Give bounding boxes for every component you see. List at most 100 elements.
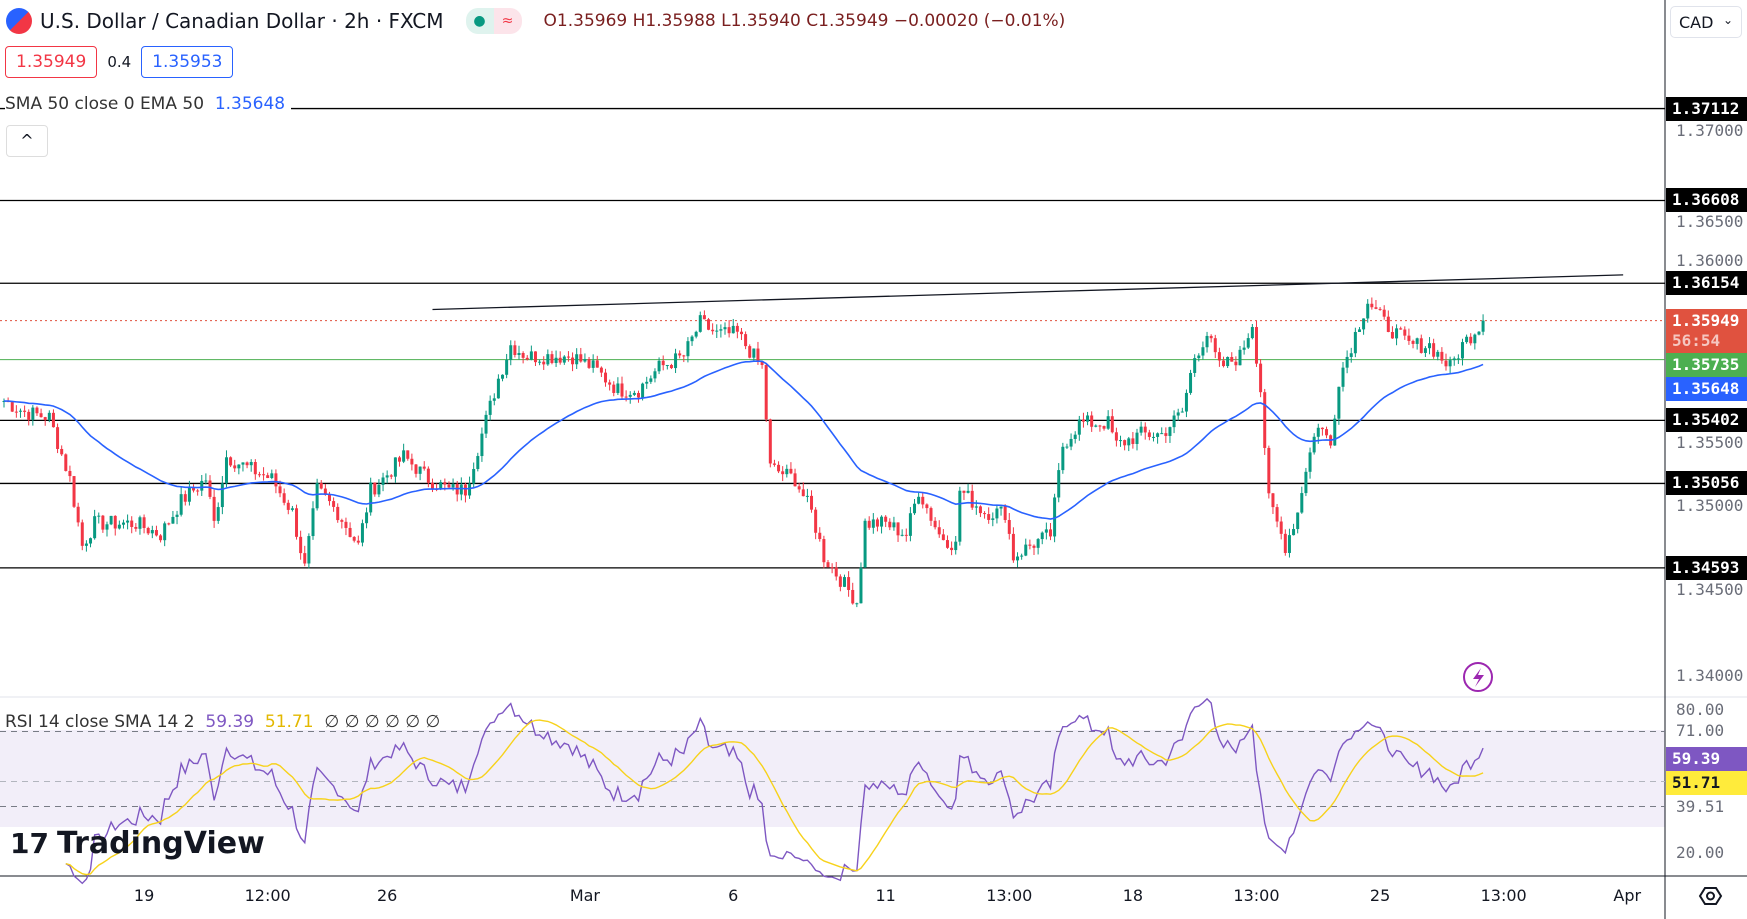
candle-body <box>739 331 743 335</box>
candle-body <box>47 412 51 421</box>
candle-body <box>1090 415 1094 427</box>
candle-body <box>707 319 711 330</box>
candle-body <box>31 407 35 420</box>
candle-body <box>80 522 84 546</box>
candle-body <box>154 530 158 536</box>
candle-body <box>1193 358 1197 373</box>
candle-body <box>970 490 974 508</box>
candle-body <box>377 484 381 495</box>
candle-body <box>1407 335 1411 341</box>
currency-select[interactable]: CAD ⌄ <box>1670 6 1742 38</box>
rsi-tick: 20.00 <box>1676 843 1725 862</box>
candle-body <box>1147 432 1151 437</box>
candle-body <box>797 486 801 490</box>
candle-body <box>1465 336 1469 343</box>
candle-body <box>1139 426 1143 433</box>
lightning-icon[interactable] <box>1463 662 1493 692</box>
candle-body <box>1127 438 1131 446</box>
candle-body <box>1477 331 1481 335</box>
price-label: 1.37112 <box>1666 96 1747 121</box>
buy-button[interactable]: 1.35953 <box>141 46 234 78</box>
time-tick: Mar <box>569 886 600 905</box>
candle-body <box>307 536 311 564</box>
candle-body <box>1053 497 1057 537</box>
candle-body <box>983 513 987 515</box>
candle-body <box>39 413 43 418</box>
candle-body <box>1456 358 1460 360</box>
candle-body <box>1209 335 1213 339</box>
candle-body <box>529 351 533 360</box>
candle-body <box>381 477 385 485</box>
candle-body <box>233 465 237 469</box>
candle-body <box>855 603 859 605</box>
indicator-legend[interactable]: SMA 50 close 0 EMA 50 1.35648 <box>5 94 292 114</box>
candle-body <box>702 315 706 320</box>
candle-body <box>1143 426 1147 433</box>
candle-body <box>1172 415 1176 428</box>
time-tick: 13:00 <box>1233 886 1280 905</box>
candle-body <box>1473 334 1477 344</box>
candle-body <box>1073 434 1077 439</box>
candle-body <box>649 378 653 382</box>
rsi-label-tag: 51.71 <box>1666 771 1747 796</box>
candle-body <box>558 357 562 363</box>
candle-body <box>978 506 982 514</box>
candle-body <box>1226 356 1230 367</box>
candle-body <box>744 334 748 347</box>
candle-body <box>237 464 241 469</box>
candle-body <box>950 547 954 551</box>
settings-icon[interactable] <box>1698 887 1723 905</box>
chevron-down-icon: ⌄ <box>1722 13 1733 27</box>
candle-body <box>525 357 529 360</box>
candle-body <box>266 475 270 479</box>
candle-body <box>126 520 130 523</box>
candle-body <box>1205 335 1209 348</box>
candle-body <box>93 516 97 539</box>
time-tick: 13:00 <box>986 886 1033 905</box>
symbol-title[interactable]: U.S. Dollar / Canadian Dollar · 2h · FXC… <box>40 9 444 33</box>
candle-body <box>748 346 752 358</box>
candle-body <box>538 361 542 363</box>
candle-body <box>1259 363 1263 393</box>
candle-body <box>282 493 286 503</box>
candle-body <box>1349 353 1353 357</box>
candle-body <box>257 474 261 476</box>
candle-body <box>822 539 826 563</box>
rsi-legend[interactable]: RSI 14 close SMA 14 2 59.39 51.71 ∅ ∅ ∅ … <box>5 712 440 732</box>
logo-text: TradingView <box>56 826 265 861</box>
tradingview-logo[interactable]: 𝟭𝟳 TradingView <box>10 826 265 861</box>
time-tick: Apr <box>1613 886 1642 905</box>
candle-body <box>987 514 991 520</box>
candle-body <box>117 524 121 529</box>
status-pill[interactable]: ● ≈ <box>465 8 522 34</box>
candle-body <box>451 483 455 488</box>
countdown: 56:54 <box>1672 330 1721 350</box>
currency-value: CAD <box>1679 13 1714 32</box>
candle-body <box>925 504 929 509</box>
candle-body <box>299 536 303 554</box>
collapse-legend-button[interactable]: ^ <box>6 125 48 157</box>
candle-body <box>1176 412 1180 416</box>
candle-body <box>579 354 583 362</box>
candle-body <box>1123 440 1127 446</box>
price-tick: 1.36500 <box>1676 212 1744 232</box>
time-tick: 18 <box>1122 886 1144 905</box>
candle-body <box>1164 433 1168 436</box>
candle-body <box>628 394 632 397</box>
candle-body <box>715 330 719 332</box>
sell-button[interactable]: 1.35949 <box>5 46 98 78</box>
candle-body <box>1036 539 1040 548</box>
candle-body <box>842 577 846 587</box>
candle-body <box>323 488 327 495</box>
candle-body <box>599 367 603 373</box>
candle-body <box>958 490 962 542</box>
candle-body <box>1230 356 1234 362</box>
candle-body <box>896 522 900 536</box>
candle-body <box>674 353 678 369</box>
candle-body <box>183 494 187 502</box>
candle-body <box>167 523 171 525</box>
candle-body <box>200 480 204 491</box>
candle-body <box>476 456 480 469</box>
price-label: 1.36608 <box>1666 188 1747 213</box>
